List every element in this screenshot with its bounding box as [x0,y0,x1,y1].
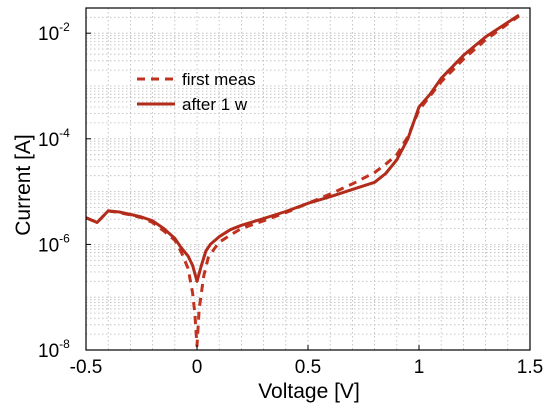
y-tick-label: 10-6 [38,231,70,256]
y-tick-label: 10-4 [38,126,70,151]
x-tick-label: 1 [414,357,425,378]
x-tick-label: -0.5 [70,357,103,378]
x-tick-label: 1.5 [517,357,543,378]
x-tick-label: 0.5 [295,357,321,378]
legend-label-after-1-w: after 1 w [182,95,248,114]
x-axis-ticks: -0.5 0 0.5 1 1.5 [70,345,543,378]
y-tick-label: 10-2 [38,20,70,45]
legend-label-first-meas: first meas [182,70,256,89]
legend: first meas after 1 w [137,70,256,114]
y-tick-label: 10-8 [38,337,70,362]
x-tick-label: 0 [192,357,203,378]
series-lines [85,13,520,348]
y-axis-ticks: 10-8 10-6 10-4 10-2 [38,20,91,362]
series-line-after-1-w [85,13,520,283]
y-axis-label: Current [A] [12,134,35,236]
x-axis-label: Voltage [V] [258,380,360,403]
